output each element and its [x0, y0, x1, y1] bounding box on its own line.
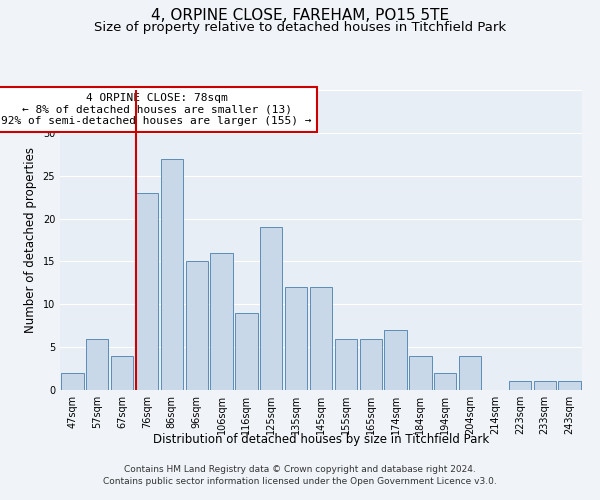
Bar [86, 338, 109, 390]
Text: Distribution of detached houses by size in Titchfield Park: Distribution of detached houses by size … [153, 432, 489, 446]
Y-axis label: Number of detached properties: Number of detached properties [24, 147, 37, 333]
Bar [459, 356, 481, 390]
Text: 4, ORPINE CLOSE, FAREHAM, PO15 5TE: 4, ORPINE CLOSE, FAREHAM, PO15 5TE [151, 8, 449, 22]
Bar [359, 338, 382, 390]
Bar [211, 253, 233, 390]
Bar [111, 356, 133, 390]
Bar [335, 338, 357, 390]
Bar [533, 382, 556, 390]
Bar [310, 287, 332, 390]
Bar [385, 330, 407, 390]
Bar [185, 262, 208, 390]
Text: 4 ORPINE CLOSE: 78sqm
← 8% of detached houses are smaller (13)
92% of semi-detac: 4 ORPINE CLOSE: 78sqm ← 8% of detached h… [1, 93, 312, 126]
Bar [136, 193, 158, 390]
Bar [434, 373, 457, 390]
Bar [61, 373, 83, 390]
Bar [161, 158, 183, 390]
Bar [260, 227, 283, 390]
Bar [509, 382, 531, 390]
Text: Size of property relative to detached houses in Titchfield Park: Size of property relative to detached ho… [94, 21, 506, 34]
Bar [559, 382, 581, 390]
Text: Contains public sector information licensed under the Open Government Licence v3: Contains public sector information licen… [103, 478, 497, 486]
Bar [285, 287, 307, 390]
Bar [409, 356, 431, 390]
Bar [235, 313, 257, 390]
Text: Contains HM Land Registry data © Crown copyright and database right 2024.: Contains HM Land Registry data © Crown c… [124, 465, 476, 474]
